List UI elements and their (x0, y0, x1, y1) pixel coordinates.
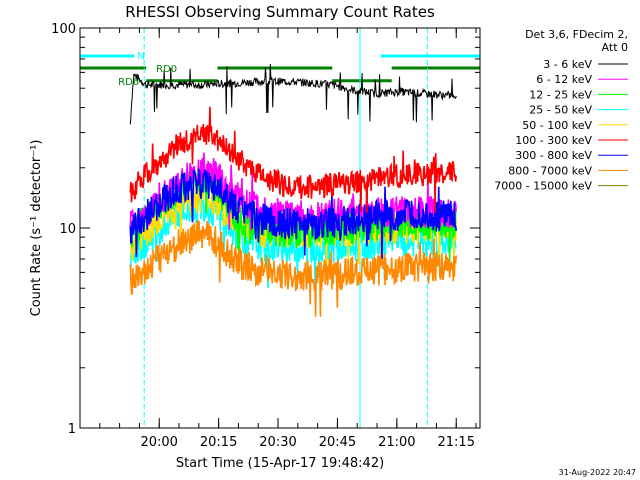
bar-annotations: N RD0 RD6 (118, 51, 177, 88)
annotation-rd6: RD6 (118, 77, 139, 88)
x-axis: 20:00 20:15 20:30 20:45 21:00 21:15 (99, 28, 477, 450)
annotation-rd0: RD0 (156, 64, 177, 75)
series-line-800-7000-kev (129, 220, 458, 317)
annotation-n: N (137, 51, 144, 62)
series-layer (129, 64, 458, 317)
chart-title: RHESSI Observing Summary Count Rates (125, 3, 435, 21)
x-tick-label: 21:15 (438, 435, 475, 450)
legend-label-800-7000-kev: 800 - 7000 keV (508, 164, 592, 177)
legend-label-7000-15000-kev: 7000 - 15000 keV (494, 180, 592, 193)
x-tick-label: 20:30 (259, 435, 296, 450)
x-tick-label: 20:00 (140, 435, 177, 450)
legend-header-line: Att 0 (602, 41, 628, 54)
legend-label-50-100-kev: 50 - 100 keV (522, 119, 592, 132)
y-axis: 1 10 100 (51, 22, 480, 437)
x-axis-label: Start Time (15-Apr-17 19:48:42) (176, 456, 384, 471)
legend-label-12-25-kev: 12 - 25 keV (529, 88, 592, 101)
legend-label-6-12-kev: 6 - 12 keV (536, 73, 592, 86)
observing-mode-bars (80, 54, 480, 83)
legend: Det 3,6, FDecim 2,Att 0 3 - 6 keV 6 - 12 k… (494, 28, 628, 193)
footer-date: 31-Aug-2022 20:47 (559, 468, 636, 477)
y-tick-label: 100 (51, 22, 76, 37)
series-line-100-300-kev (129, 106, 458, 214)
legend-label-3-6-kev: 3 - 6 keV (543, 58, 592, 71)
legend-label-100-300-kev: 100 - 300 keV (515, 134, 592, 147)
series-line-3-6-kev (129, 64, 457, 125)
legend-label-25-50-kev: 25 - 50 keV (529, 104, 592, 117)
x-tick-label: 20:45 (319, 435, 356, 450)
legend-header-line: Det 3,6, FDecim 2, (525, 28, 628, 41)
series-line-300-800-kev (129, 167, 458, 259)
x-tick-label: 21:00 (378, 435, 415, 450)
y-axis-label: Count Rate (s⁻¹ detector⁻¹) (29, 140, 44, 317)
x-tick-label: 20:15 (200, 435, 237, 450)
y-tick-label: 10 (59, 222, 76, 237)
y-tick-label: 1 (68, 422, 76, 437)
legend-label-300-800-kev: 300 - 800 keV (515, 149, 592, 162)
